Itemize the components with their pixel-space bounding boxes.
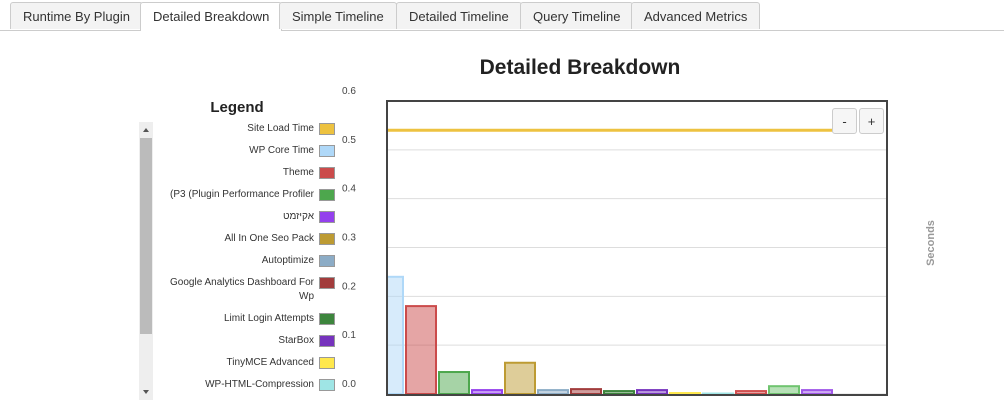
- legend-swatch: [319, 189, 335, 201]
- bar: [669, 392, 701, 394]
- chart-title: Detailed Breakdown: [480, 56, 681, 79]
- legend-label: Autoptimize: [261, 255, 314, 266]
- tab[interactable]: Query Timeline: [520, 2, 634, 29]
- legend-swatch: [319, 277, 335, 289]
- legend-item: אקיזמט: [155, 210, 335, 224]
- bar: [471, 389, 503, 394]
- y-tick-label: 0.3: [342, 233, 356, 244]
- tab[interactable]: Detailed Breakdown: [140, 2, 283, 31]
- legend-swatch: [319, 313, 335, 325]
- legend-label: WP Core Time: [249, 145, 314, 156]
- zoom-out-button[interactable]: -: [832, 108, 857, 134]
- y-tick-label: 0.6: [342, 86, 356, 97]
- tab[interactable]: Simple Timeline: [279, 2, 397, 29]
- legend-item: TinyMCE Advanced: [155, 356, 335, 370]
- bar: [537, 389, 569, 394]
- legend-item: WP Core Time: [155, 144, 335, 158]
- bar: [603, 390, 635, 394]
- legend-label: Limit Login Attempts: [223, 313, 314, 324]
- legend-swatch: [319, 357, 335, 369]
- legend: Site Load Time WP Core Time Theme (P3 (Plug…: [155, 122, 335, 400]
- legend-title: Legend: [210, 99, 263, 116]
- bar: [636, 389, 668, 394]
- bar: [801, 389, 833, 394]
- legend-item: (P3 (Plugin Performance Profiler: [155, 188, 335, 202]
- legend-swatch: [319, 233, 335, 245]
- legend-label: StarBox: [278, 335, 314, 346]
- legend-swatch: [319, 167, 335, 179]
- y-tick-label: 0.2: [342, 281, 356, 292]
- legend-swatch: [319, 123, 335, 135]
- plot-border: [386, 100, 888, 396]
- bar: [504, 361, 536, 394]
- bar: [768, 385, 800, 394]
- legend-label: Google Analytics Dashboard For Wp: [170, 277, 314, 302]
- legend-label: WP-HTML-Compression: [205, 379, 314, 390]
- bar: [438, 371, 470, 394]
- legend-label: Site Load Time: [247, 123, 314, 134]
- legend-item: Limit Login Attempts: [155, 312, 335, 326]
- legend-swatch: [319, 379, 335, 391]
- legend-label: אקיזמט: [282, 211, 314, 222]
- legend-label: Theme: [282, 167, 314, 178]
- bar: [570, 388, 602, 394]
- legend-item: StarBox: [155, 334, 335, 348]
- zoom-in-button[interactable]: +: [859, 108, 884, 134]
- legend-label: TinyMCE Advanced: [226, 357, 314, 368]
- legend-label: All In One Seo Pack: [224, 233, 315, 244]
- y-tick-label: 0.5: [342, 135, 356, 146]
- tab[interactable]: Runtime By Plugin: [10, 2, 143, 29]
- bar: [388, 275, 404, 394]
- legend-item: WP-HTML-Compression: [155, 378, 335, 392]
- legend-swatch: [319, 255, 335, 267]
- tab-bar: Runtime By Plugin Detailed Breakdown Simpl…: [0, 0, 1004, 31]
- scrollbar[interactable]: [139, 122, 153, 400]
- bar: [405, 305, 437, 394]
- legend-swatch: [319, 211, 335, 223]
- y-tick-label: 0.0: [342, 379, 356, 390]
- bar: [735, 390, 767, 394]
- tab[interactable]: Advanced Metrics: [631, 2, 761, 29]
- legend-swatch: [319, 145, 335, 157]
- legend-item: Google Analytics Dashboard For Wp: [155, 276, 335, 304]
- legend-item: All In One Seo Pack: [155, 232, 335, 246]
- y-axis-label: Seconds: [925, 220, 937, 266]
- legend-swatch: [319, 335, 335, 347]
- y-tick-label: 0.4: [342, 184, 356, 195]
- scroll-thumb[interactable]: [140, 138, 152, 334]
- tab[interactable]: Detailed Timeline: [396, 2, 522, 29]
- legend-item: Autoptimize: [155, 254, 335, 268]
- legend-label: (P3 (Plugin Performance Profiler: [170, 189, 314, 200]
- legend-item: Theme: [155, 166, 335, 180]
- plot-area: [388, 128, 886, 394]
- y-tick-label: 0.1: [342, 330, 356, 341]
- legend-item: Site Load Time: [155, 122, 335, 136]
